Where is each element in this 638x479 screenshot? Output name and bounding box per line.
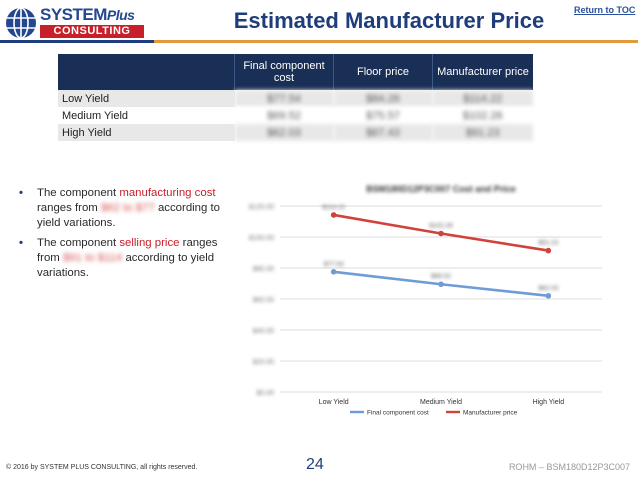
y-tick-label: $80.00 [253,266,275,273]
data-label: $114.22 [322,204,345,211]
copyright-text: © 2016 by SYSTEM PLUS CONSULTING, all ri… [6,464,198,471]
table-header-row: Final component cost Floor price Manufac… [58,54,533,90]
header-rule-blue [0,40,154,43]
header-rule-orange [154,40,638,43]
bullet-item: • The component selling price ranges fro… [16,236,226,281]
cost-price-line-chart: BSM180D12P3C007 Cost and Price $0.00 $20.0… [249,184,602,417]
data-label: $69.52 [431,273,451,280]
bullet-highlight: selling price [119,237,180,249]
legend-label: Manufacturer price [463,410,518,417]
legend-label: Final component cost [367,410,429,417]
x-tick-label: High Yield [533,399,565,406]
bullet-range: $62 to $77 [100,202,155,214]
table-cell: $102.26 [432,107,533,124]
return-to-toc-link[interactable]: Return to TOC [574,5,636,15]
bullet-item: • The component manufacturing cost range… [16,186,226,231]
bullet-text: The component [37,237,120,249]
table-cell: $84.26 [333,90,433,107]
y-tick-label: $60.00 [253,297,275,304]
table-cell: $91.23 [432,124,533,141]
data-label: $91.23 [538,240,558,247]
bullet-text: according to yield variations. [37,202,221,229]
bullet-highlight: manufacturing cost [119,187,216,199]
table-header-cell: Manufacturer price [432,54,533,90]
y-tick-label: $40.00 [253,328,275,335]
data-label: $62.03 [538,285,558,292]
x-tick-label: Medium Yield [420,399,462,406]
table-row: High Yield $62.03 $67.43 $91.23 [58,124,533,141]
table-cell: $77.54 [234,90,334,107]
data-point [438,281,444,288]
bullet-dot-icon: • [19,237,23,249]
globe-logo-icon [6,7,36,39]
table-cell: $114.22 [432,90,533,107]
bullet-text: according to yield variations. [37,252,215,279]
table-cell: $75.57 [333,107,433,124]
data-point [330,269,337,275]
y-tick-label: $20.00 [253,359,275,366]
data-point [438,230,444,237]
y-tick-label: $0.00 [256,390,274,397]
chart-title: BSM180D12P3C007 Cost and Price [366,184,516,194]
data-label: $77.54 [324,261,344,268]
company-logo: SYSTEMPlus CONSULTING [4,6,144,40]
row-label: Medium Yield [58,107,235,124]
bullet-dot-icon: • [19,187,23,199]
document-reference: ROHM – BSM180D12P3C007 [508,462,630,472]
bullet-text: ranges from [37,202,101,214]
table-cell: $69.52 [234,107,334,124]
y-tick-label: $100.00 [249,235,274,242]
bullet-range: $91 to $114 [62,252,123,264]
page-number: 24 [306,456,324,473]
data-point [545,247,552,254]
price-table: Final component cost Floor price Manufac… [58,54,533,141]
bullet-text: ranges from [37,237,218,264]
table-header-cell: Floor price [333,54,433,90]
table-header-blank [58,54,235,90]
table-row: Low Yield $77.54 $84.26 $114.22 [58,90,533,107]
page-title: Estimated Manufacturer Price [233,8,545,33]
logo-wordmark-top: SYSTEMPlus [40,5,135,24]
row-label: High Yield [58,124,235,141]
bullet-list: • The component manufacturing cost range… [16,186,226,286]
table-row: Medium Yield $69.52 $75.57 $102.26 [58,107,533,124]
row-label: Low Yield [58,90,235,107]
data-label: $102.26 [429,222,453,229]
bullet-text: The component [37,187,120,199]
table-header-cell: Final component cost [234,54,334,90]
table-cell: $62.03 [234,124,334,141]
table-cell: $67.43 [333,124,433,141]
x-tick-label: Low Yield [319,399,349,406]
logo-wordmark-bottom: CONSULTING [40,25,144,38]
data-point [330,212,337,218]
data-point [545,293,552,299]
y-tick-label: $120.00 [249,204,274,211]
